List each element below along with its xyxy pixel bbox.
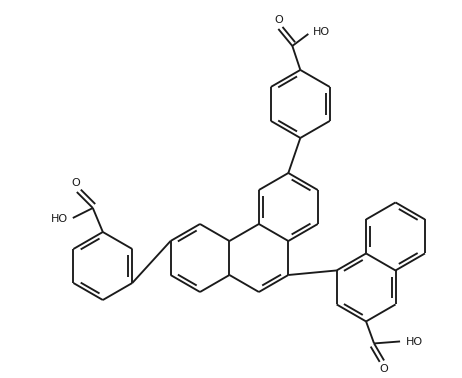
Text: HO: HO: [313, 27, 330, 37]
Text: O: O: [380, 364, 389, 375]
Text: O: O: [274, 15, 283, 25]
Text: HO: HO: [406, 338, 423, 347]
Text: HO: HO: [51, 214, 68, 224]
Text: O: O: [72, 178, 80, 188]
